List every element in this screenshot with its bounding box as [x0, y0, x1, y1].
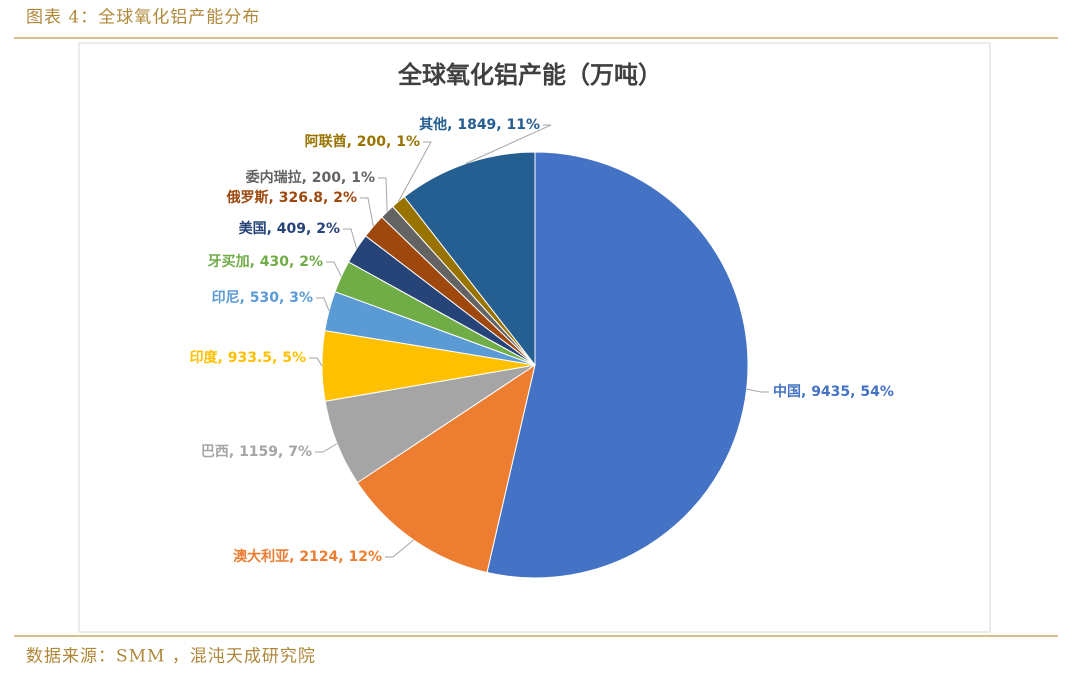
data-label: 委内瑞拉, 200, 1%: [245, 169, 375, 186]
data-label: 俄罗斯, 326.8, 2%: [226, 189, 357, 206]
source-note: 数据来源：SMM ，混沌天成研究院: [26, 647, 316, 667]
data-label: 其他, 1849, 11%: [419, 116, 540, 133]
leader-line: [309, 357, 323, 367]
leader-line: [378, 177, 388, 212]
leader-line: [398, 141, 432, 202]
pie-slice: [356, 363, 536, 574]
leader-line: [343, 228, 358, 249]
pie: 中国, 9435, 54% 澳大利亚, 2124, 12% 巴西, 1159, 7%…: [190, 116, 894, 579]
figure-caption: 图表 4：全球氧化铝产能分布: [26, 8, 260, 28]
data-label: 澳大利亚, 2124, 12%: [233, 548, 382, 565]
data-label: 印尼, 530, 3%: [212, 289, 313, 306]
leader-line: [326, 261, 342, 277]
data-label: 中国, 9435, 54%: [773, 383, 894, 400]
data-label: 印度, 933.5, 5%: [190, 349, 306, 366]
leader-line: [360, 197, 374, 227]
data-label: 阿联酋, 200, 1%: [305, 133, 420, 150]
data-label: 牙买加, 430, 2%: [208, 254, 323, 270]
chart-title: 全球氧化铝产能（万吨）: [397, 61, 662, 89]
leader-line: [385, 539, 414, 558]
pie-slice: [403, 151, 536, 367]
data-label: 美国, 409, 2%: [239, 220, 340, 237]
leader-line: [746, 388, 769, 393]
leader-line: [316, 297, 330, 312]
leader-line: [465, 124, 552, 164]
data-label: 巴西, 1159, 7%: [201, 444, 312, 460]
leader-line: [315, 443, 338, 453]
